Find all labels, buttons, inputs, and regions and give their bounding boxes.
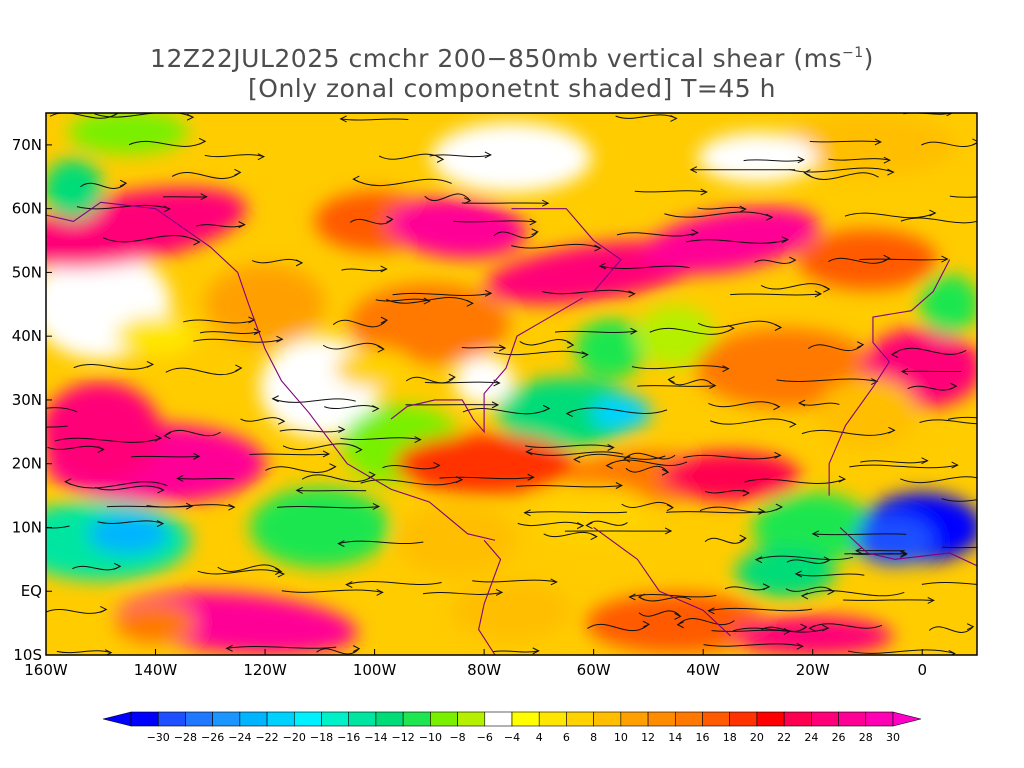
colorbar-swatch [865,711,894,727]
colorbar-label: −24 [228,731,251,744]
colorbar-label: −26 [201,731,224,744]
title-end: ) [863,44,874,73]
lat-label: 20N [12,455,42,473]
colorbar-swatch [457,711,486,727]
colorbar-swatch [321,711,350,727]
lat-label: 60N [12,200,42,218]
colorbar-swatch [729,711,758,727]
colorbar-label: 8 [590,731,597,744]
lon-label: 120W [243,661,287,679]
lon-label: 100W [353,661,397,679]
colorbar-label: −10 [419,731,442,744]
colorbar-swatch [538,711,567,727]
lat-label: 40N [12,327,42,345]
colorbar-under-arrow [102,711,132,727]
colorbar-swatch [348,711,377,727]
colorbar-swatch [566,711,594,727]
colorbar-swatch [402,711,431,727]
colorbar-swatch [130,711,159,727]
colorbar-label: −14 [364,731,387,744]
lat-label: 30N [12,391,42,409]
title-superscript: −1 [842,45,864,61]
colorbar-label: 16 [696,731,710,744]
colorbar-label: 22 [777,731,791,744]
colorbar-label: 12 [641,731,655,744]
shear-shading [46,113,977,655]
colorbar-label: −4 [504,731,520,744]
colorbar-label: 4 [536,731,543,744]
colorbar-label: 28 [859,731,873,744]
colorbar-label: −20 [283,731,306,744]
lon-label: 20W [796,661,830,679]
colorbar-swatch [783,711,812,727]
colorbar-label: −30 [147,731,170,744]
colorbar-swatch [647,711,676,727]
latitude-axis: 70N 60N 50N 40N 30N 20N 10N EQ 10S [12,136,52,664]
colorbar-label: −22 [255,731,278,744]
map-frame [45,112,978,656]
colorbar-label: 6 [563,731,570,744]
lon-label: 140W [134,661,178,679]
lon-label: 40W [686,661,720,679]
colorbar-swatch [838,711,867,727]
colorbar-swatch [674,711,703,727]
lat-label: 50N [12,263,42,281]
colorbar-label: 14 [668,731,682,744]
colorbar-label: 26 [832,731,846,744]
colorbar-swatch [511,711,540,727]
streamlines [46,113,977,655]
colorbar-label: −12 [392,731,415,744]
colorbar-swatch [375,711,404,727]
colorbar-over-arrow [892,711,922,727]
map-title-line-2: [Only zonal componetnt shaded] T=45 h [248,74,776,103]
colorbar-label: 18 [723,731,737,744]
lat-label: 10S [13,646,42,664]
colorbar-swatch [484,711,513,727]
colorbar-label: 30 [886,731,900,744]
colorbar-label: −28 [174,731,197,744]
lon-label: 0 [917,661,927,679]
lat-label: EQ [21,582,42,600]
colorbar-swatch [239,711,268,727]
colorbar-swatch [185,711,213,727]
colorbar-label: 10 [614,731,628,744]
colorbar-label: −16 [337,731,360,744]
colorbar-label: −6 [477,731,493,744]
coastlines [46,201,977,655]
longitude-axis: 160W 140W 120W 100W 80W 60W 40W 20W 0 [24,649,927,679]
lon-label: 80W [467,661,501,679]
colorbar-label: −18 [310,731,333,744]
colorbar-swatch [702,711,731,727]
map-title-line-1: 12Z22JUL2025 cmchr 200−850mb vertical sh… [0,44,1024,73]
colorbar-swatch [157,711,186,727]
lat-label: 10N [12,518,42,536]
colorbar-swatch [430,711,458,727]
title-main: 12Z22JUL2025 cmchr 200−850mb vertical sh… [150,44,843,73]
lon-label: 160W [24,661,68,679]
colorbar-swatch [293,711,322,727]
colorbar-swatch [266,711,295,727]
colorbar-swatch [620,711,649,727]
colorbar-swatch [212,711,241,727]
colorbar-label: 20 [750,731,764,744]
lon-label: 60W [577,661,611,679]
colorbar-label: −8 [449,731,465,744]
colorbar-swatch [756,711,785,727]
lat-label: 70N [12,136,42,154]
colorbar-label: 24 [804,731,818,744]
colorbar-swatch [811,711,839,727]
colorbar-swatch [593,711,622,727]
